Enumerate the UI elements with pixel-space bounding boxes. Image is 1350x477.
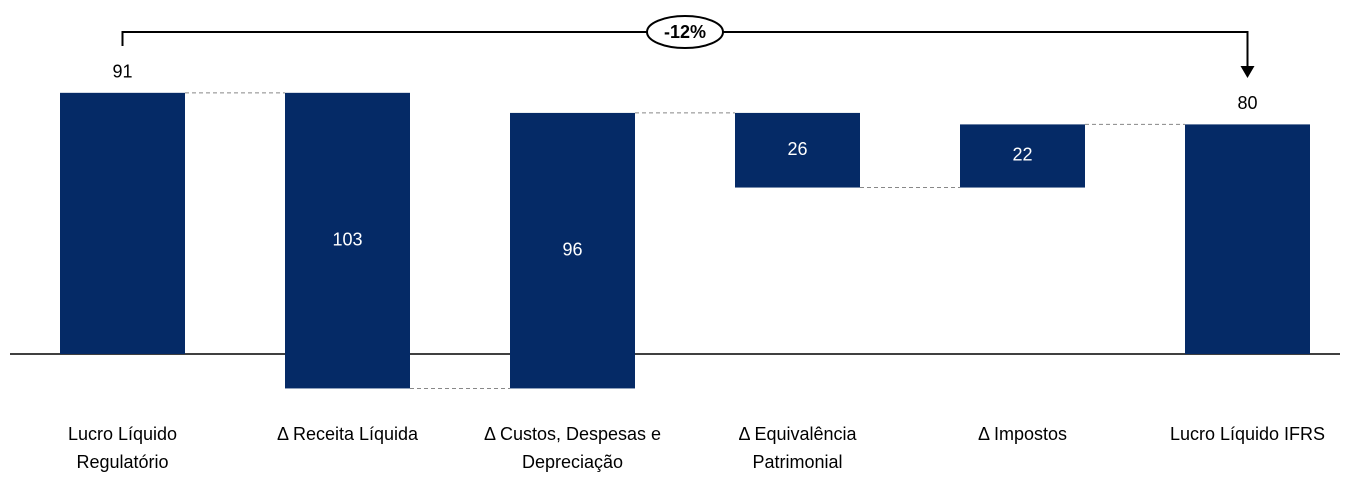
bar (510, 112, 635, 389)
x-tick-label: Δ Impostos (977, 424, 1068, 444)
value-label: 80 (1237, 93, 1257, 113)
bar (285, 92, 410, 389)
arrow-head (1240, 66, 1255, 78)
value-label: 26 (787, 139, 807, 159)
x-tick-label: Lucro Líquido Regulatório (67, 424, 178, 472)
bar (60, 92, 185, 354)
x-tick-label: Δ Receita Líquida (276, 424, 419, 444)
x-tick-label: Δ Equivalência Patrimonial (738, 424, 857, 472)
bar (960, 124, 1085, 188)
value-label: 103 (332, 229, 362, 249)
bar (1185, 124, 1310, 355)
value-label: 96 (562, 239, 582, 259)
x-tick-label: Δ Custos, Despesas e Depreciação (483, 424, 662, 472)
annotation-bubble (646, 15, 724, 49)
value-label: 91 (112, 62, 132, 82)
annotation: -12% (664, 22, 706, 42)
value-label: 22 (1012, 145, 1032, 165)
x-tick-label: Lucro Líquido IFRS (1169, 424, 1326, 444)
bar (735, 112, 860, 188)
